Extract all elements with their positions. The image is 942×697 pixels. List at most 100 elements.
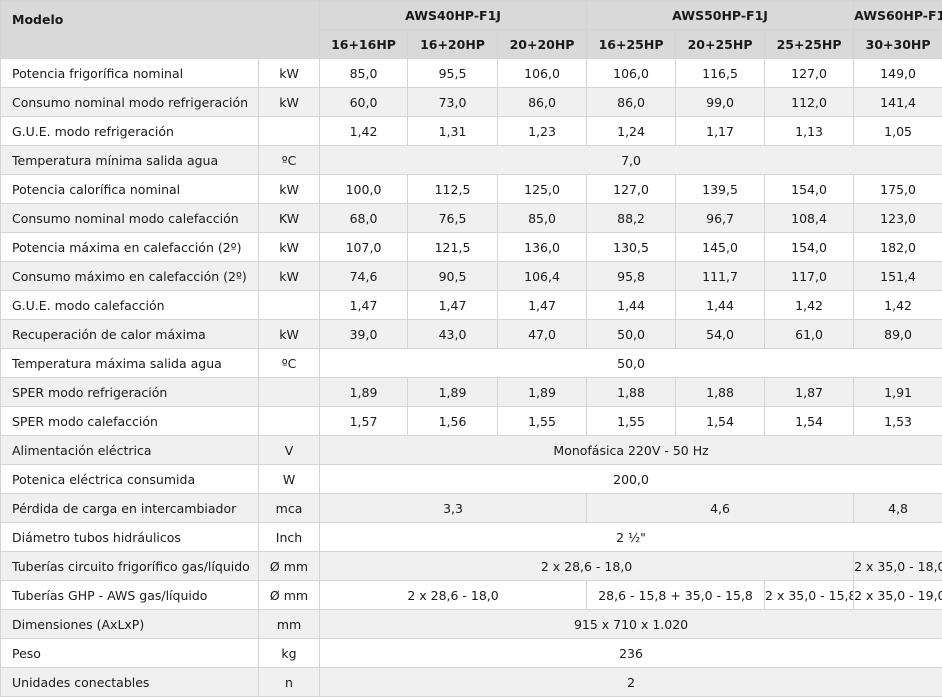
value-cell: 127,0 — [586, 174, 677, 204]
row-unit: kW — [257, 58, 321, 88]
row-label: Temperatura máxima salida agua — [0, 348, 259, 378]
config-header: 16+16HP — [319, 29, 409, 59]
value-cell: 2 x 35,0 - 15,8 — [764, 580, 855, 610]
row-label: SPER modo refrigeración — [0, 377, 259, 407]
value-cell: 86,0 — [586, 87, 677, 117]
value-cell: 112,5 — [407, 174, 499, 204]
value-cell: 1,42 — [853, 290, 942, 320]
value-cell: 139,5 — [675, 174, 766, 204]
value-cell: 2 x 28,6 - 18,0 — [319, 551, 855, 581]
value-cell: 108,4 — [764, 203, 855, 233]
config-header: 20+25HP — [675, 29, 766, 59]
row-unit: Ø mm — [257, 551, 321, 581]
row-unit: Inch — [257, 522, 321, 552]
value-cell: 1,42 — [764, 290, 855, 320]
value-cell: 4,6 — [586, 493, 855, 523]
row-unit — [257, 406, 321, 436]
config-header: 20+20HP — [497, 29, 588, 59]
value-cell: 2 ½" — [319, 522, 942, 552]
value-cell: 2 — [319, 667, 942, 697]
value-cell: 90,5 — [407, 261, 499, 291]
value-cell: 1,44 — [586, 290, 677, 320]
row-label: Pérdida de carga en intercambiador — [0, 493, 259, 523]
value-cell: 154,0 — [764, 232, 855, 262]
value-cell: 1,42 — [319, 116, 409, 146]
value-cell: 915 x 710 x 1.020 — [319, 609, 942, 639]
value-cell: 95,5 — [407, 58, 499, 88]
value-cell: 1,53 — [853, 406, 942, 436]
value-cell: 61,0 — [764, 319, 855, 349]
row-unit — [257, 377, 321, 407]
model-header-aws40: AWS40HP-F1J — [319, 0, 588, 30]
value-cell: 106,0 — [497, 58, 588, 88]
table-row: SPER modo calefacción 1,57 1,56 1,55 1,55 1,5… — [0, 406, 942, 436]
row-label: G.U.E. modo calefacción — [0, 290, 259, 320]
row-unit: ºC — [257, 145, 321, 175]
header-row-models: Modelo AWS40HP-F1J AWS50HP-F1J AWS60HP-F… — [0, 0, 942, 59]
value-cell: 60,0 — [319, 87, 409, 117]
row-unit: mm — [257, 609, 321, 639]
row-unit: KW — [257, 203, 321, 233]
table-row: Potencia máxima en calefacción (2º) kW 107… — [0, 232, 942, 262]
value-cell: 73,0 — [407, 87, 499, 117]
value-cell: 1,05 — [853, 116, 942, 146]
config-header: 25+25HP — [764, 29, 855, 59]
model-header-aws60: AWS60HP-F1J — [853, 0, 942, 30]
row-unit: kW — [257, 319, 321, 349]
value-cell: 86,0 — [497, 87, 588, 117]
value-cell: 1,47 — [497, 290, 588, 320]
table-row: Potencia frigorífica nominal kW 85,0 95,5 10… — [0, 58, 942, 88]
value-cell: 1,44 — [675, 290, 766, 320]
value-cell: 151,4 — [853, 261, 942, 291]
value-cell: Monofásica 220V - 50 Hz — [319, 435, 942, 465]
value-cell: 47,0 — [497, 319, 588, 349]
value-cell: 136,0 — [497, 232, 588, 262]
value-cell: 50,0 — [586, 319, 677, 349]
value-cell: 182,0 — [853, 232, 942, 262]
config-header: 16+20HP — [407, 29, 499, 59]
value-cell: 112,0 — [764, 87, 855, 117]
row-unit: mca — [257, 493, 321, 523]
value-cell: 85,0 — [497, 203, 588, 233]
row-label: Tuberías GHP - AWS gas/líquido — [0, 580, 259, 610]
value-cell: 149,0 — [853, 58, 942, 88]
value-cell: 111,7 — [675, 261, 766, 291]
table-row: SPER modo refrigeración 1,89 1,89 1,89 1,88 1… — [0, 377, 942, 407]
header-row-configs: 16+16HP 16+20HP 20+20HP 16+25HP 20+25HP … — [1, 29, 942, 59]
row-unit: kg — [257, 638, 321, 668]
table-row: Unidades conectables n 2 — [0, 667, 942, 697]
value-cell: 1,47 — [319, 290, 409, 320]
value-cell: 1,54 — [764, 406, 855, 436]
value-cell: 121,5 — [407, 232, 499, 262]
value-cell: 1,55 — [497, 406, 588, 436]
table-row: Tuberías GHP - AWS gas/líquido Ø mm 2 x 28… — [0, 580, 942, 610]
value-cell: 1,89 — [407, 377, 499, 407]
row-label: Potenica eléctrica consumida — [0, 464, 259, 494]
table-row: G.U.E. modo refrigeración 1,42 1,31 1,23 1,2… — [0, 116, 942, 146]
table-row: Recuperación de calor máxima kW 39,0 43,0 47… — [0, 319, 942, 349]
value-cell: 117,0 — [764, 261, 855, 291]
value-cell: 1,88 — [675, 377, 766, 407]
table-row: Potencia calorífica nominal kW 100,0 112,5 1… — [0, 174, 942, 204]
value-cell: 54,0 — [675, 319, 766, 349]
row-unit: V — [257, 435, 321, 465]
table-row: Peso kg 236 — [0, 638, 942, 668]
row-label: G.U.E. modo refrigeración — [0, 116, 259, 146]
table-row: Temperatura mínima salida agua ºC 7,0 — [0, 145, 942, 175]
value-cell: 2 x 35,0 - 19,0 — [853, 580, 942, 610]
value-cell: 39,0 — [319, 319, 409, 349]
row-unit: kW — [257, 261, 321, 291]
value-cell: 1,91 — [853, 377, 942, 407]
value-cell: 107,0 — [319, 232, 409, 262]
value-cell: 95,8 — [586, 261, 677, 291]
value-cell: 1,89 — [497, 377, 588, 407]
value-cell: 123,0 — [853, 203, 942, 233]
table-row: Diámetro tubos hidráulicos Inch 2 ½" — [0, 522, 942, 552]
table-row: Consumo nominal modo refrigeración kW 60,0… — [0, 87, 942, 117]
table-row: Dimensiones (AxLxP) mm 915 x 710 x 1.020 — [0, 609, 942, 639]
row-unit: kW — [257, 174, 321, 204]
row-label: Potencia máxima en calefacción (2º) — [0, 232, 259, 262]
value-cell: 1,56 — [407, 406, 499, 436]
